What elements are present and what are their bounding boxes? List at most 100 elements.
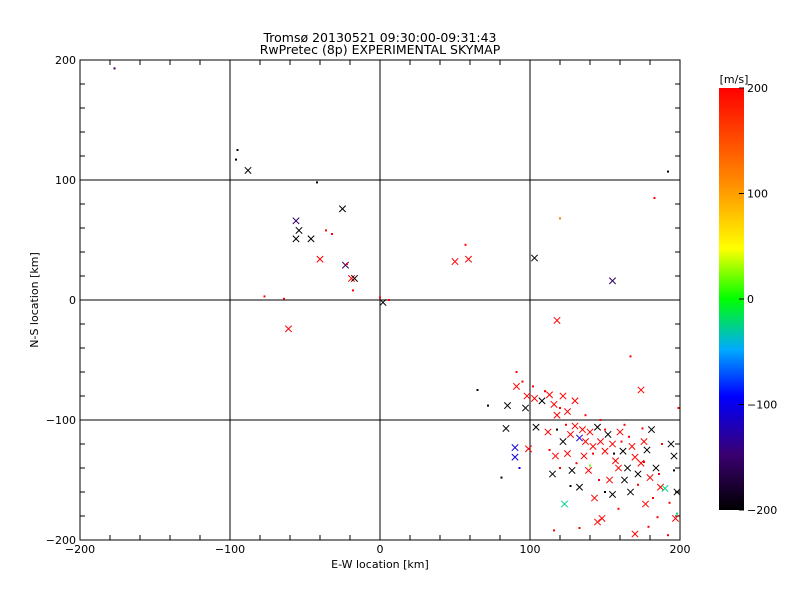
data-point-dot-26 bbox=[623, 423, 626, 426]
data-point-dot-56 bbox=[643, 461, 645, 463]
data-point-x-4 bbox=[307, 235, 315, 243]
y-tick-label-3: 100 bbox=[55, 174, 76, 187]
x-tick-label-4: 200 bbox=[670, 543, 691, 556]
data-point-x-65 bbox=[673, 488, 681, 496]
data-point-x-7 bbox=[341, 261, 350, 269]
data-point-dot-18 bbox=[487, 404, 489, 407]
data-point-x-33 bbox=[524, 445, 533, 453]
data-point-dot-34 bbox=[613, 452, 615, 455]
data-point-dot-3 bbox=[316, 181, 318, 184]
data-point-x-40 bbox=[578, 426, 587, 434]
data-point-x-69 bbox=[584, 466, 593, 474]
data-point-x-67 bbox=[560, 500, 569, 508]
data-point-x-85 bbox=[647, 426, 656, 434]
data-point-x-26 bbox=[553, 411, 561, 419]
x-tick-label-1: −100 bbox=[215, 543, 245, 556]
data-point-x-73 bbox=[620, 476, 629, 484]
data-point-dot-44 bbox=[647, 525, 650, 528]
data-point-x-17 bbox=[637, 386, 645, 394]
data-point-dot-29 bbox=[548, 449, 551, 451]
data-point-dot-21 bbox=[532, 385, 534, 388]
data-point-dot-27 bbox=[500, 476, 503, 479]
data-point-x-80 bbox=[544, 428, 552, 436]
colorbar-ticks: 200 100 0 −100 −200 bbox=[739, 82, 777, 517]
data-point-x-48 bbox=[608, 440, 617, 448]
data-point-dot-54 bbox=[575, 462, 578, 465]
data-point-x-16 bbox=[553, 316, 561, 324]
data-point-dot-0 bbox=[113, 67, 116, 70]
data-point-dot-35 bbox=[620, 440, 623, 443]
data-point-x-61 bbox=[656, 483, 665, 491]
data-point-x-24 bbox=[545, 391, 554, 399]
y-axis-label: N-S location [km] bbox=[28, 252, 41, 348]
data-point-x-52 bbox=[623, 464, 632, 472]
data-point-dot-7 bbox=[352, 289, 354, 292]
data-point-dot-47 bbox=[641, 427, 644, 430]
data-point-x-14 bbox=[530, 254, 539, 262]
data-point-dot-45 bbox=[628, 435, 630, 438]
data-point-x-76 bbox=[593, 518, 602, 526]
data-point-x-1 bbox=[292, 217, 300, 225]
colorbar-tick-label-2: 0 bbox=[747, 293, 754, 306]
data-point-x-20 bbox=[521, 404, 530, 412]
data-point-x-42 bbox=[586, 428, 594, 436]
data-point-x-13 bbox=[464, 255, 473, 263]
chart-title: Tromsø 20130521 09:30:00-09:31:43 bbox=[262, 30, 496, 45]
data-point-dot-14 bbox=[653, 197, 656, 199]
data-point-x-38 bbox=[571, 422, 579, 430]
data-point-x-30 bbox=[502, 424, 510, 432]
data-point-dot-42 bbox=[553, 529, 555, 532]
data-point-dot-33 bbox=[598, 479, 600, 481]
x-tick-label-2: 0 bbox=[377, 543, 384, 556]
data-point-x-59 bbox=[646, 474, 654, 482]
colorbar-tick-label-3: −100 bbox=[747, 399, 777, 412]
data-point-dot-24 bbox=[584, 414, 587, 417]
data-point-x-51 bbox=[619, 447, 627, 455]
data-point-dot-58 bbox=[668, 501, 671, 504]
data-point-dot-39 bbox=[676, 512, 678, 515]
data-point-dot-20 bbox=[521, 380, 524, 383]
data-point-x-60 bbox=[652, 464, 660, 472]
data-point-x-58 bbox=[643, 446, 651, 454]
data-point-x-21 bbox=[523, 392, 531, 400]
data-point-dot-53 bbox=[592, 452, 594, 455]
data-point-dot-48 bbox=[661, 443, 663, 445]
data-point-x-41 bbox=[581, 438, 590, 446]
data-point-x-77 bbox=[580, 452, 588, 460]
data-point-x-11 bbox=[379, 298, 387, 306]
data-point-dot-41 bbox=[578, 527, 581, 529]
data-point-dot-28 bbox=[518, 467, 521, 469]
data-point-x-28 bbox=[563, 408, 572, 416]
data-point-x-3 bbox=[292, 235, 300, 243]
data-point-dot-36 bbox=[637, 483, 639, 486]
data-point-x-44 bbox=[593, 423, 602, 431]
data-point-x-12 bbox=[451, 258, 459, 266]
data-point-x-47 bbox=[604, 430, 612, 438]
x-tick-label-0: −200 bbox=[65, 543, 95, 556]
data-point-x-63 bbox=[667, 440, 675, 448]
data-point-dot-11 bbox=[388, 299, 390, 301]
data-point-x-43 bbox=[589, 442, 597, 450]
x-axis-label: E-W location [km] bbox=[331, 558, 429, 571]
data-point-dot-51 bbox=[565, 423, 567, 426]
data-point-x-27 bbox=[559, 392, 567, 400]
data-point-x-62 bbox=[661, 484, 669, 492]
data-marks bbox=[113, 67, 681, 538]
data-point-dot-38 bbox=[656, 516, 659, 519]
data-point-x-23 bbox=[538, 397, 546, 405]
data-point-dot-17 bbox=[476, 389, 479, 391]
data-point-dot-15 bbox=[667, 170, 669, 173]
data-point-x-22 bbox=[530, 394, 539, 402]
y-tick-label-1: −100 bbox=[46, 414, 76, 427]
data-point-x-82 bbox=[614, 464, 623, 472]
data-point-x-18 bbox=[512, 382, 521, 390]
data-point-x-64 bbox=[670, 452, 678, 460]
data-point-dot-6 bbox=[346, 263, 348, 265]
data-point-x-34 bbox=[551, 452, 560, 460]
data-point-x-6 bbox=[338, 205, 347, 213]
data-point-x-29 bbox=[571, 397, 579, 405]
data-point-x-53 bbox=[628, 442, 636, 450]
data-point-x-79 bbox=[563, 450, 572, 458]
data-point-dot-19 bbox=[515, 371, 518, 373]
data-point-dot-52 bbox=[556, 428, 558, 431]
